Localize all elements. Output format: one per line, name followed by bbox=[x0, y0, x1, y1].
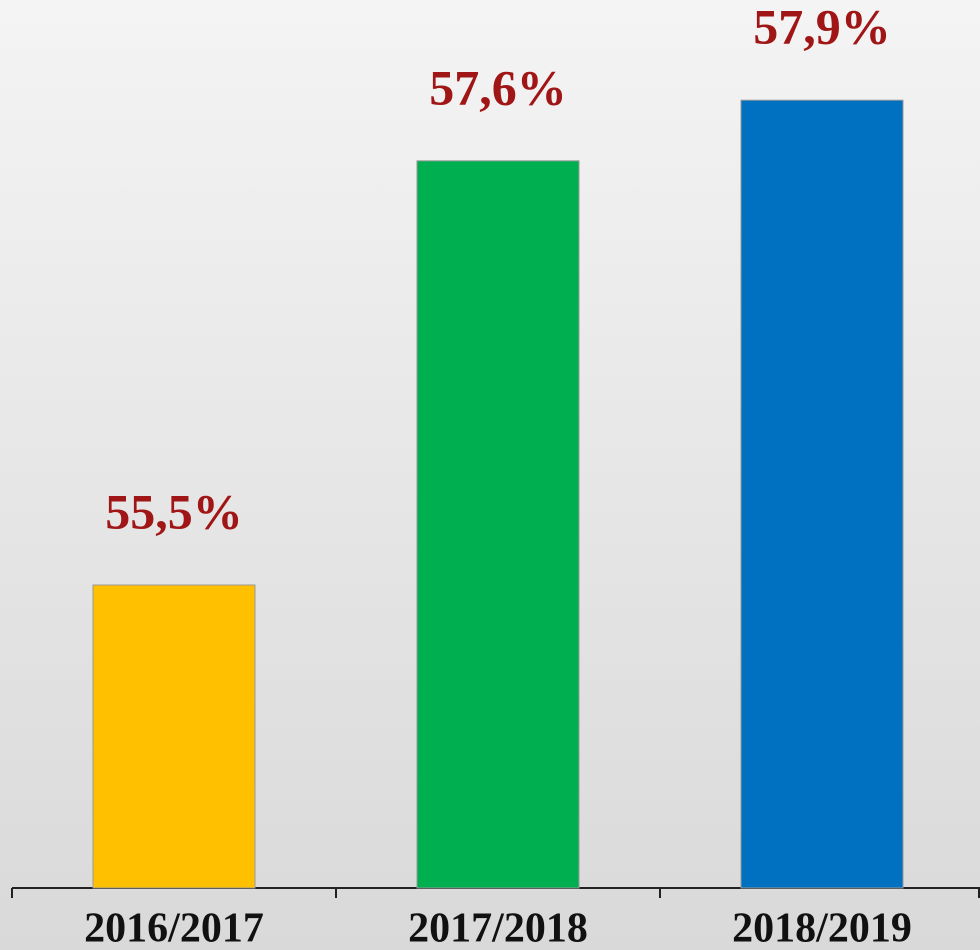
value-label: 55,5% bbox=[105, 483, 243, 539]
value-label: 57,6% bbox=[429, 59, 567, 115]
x-tick-label: 2016/2017 bbox=[84, 906, 264, 950]
value-label: 57,9% bbox=[753, 0, 891, 55]
bar bbox=[92, 584, 256, 889]
bar bbox=[416, 160, 580, 889]
x-tick-label: 2017/2018 bbox=[408, 906, 588, 950]
x-tick-label: 2018/2019 bbox=[732, 906, 912, 950]
bar bbox=[740, 99, 904, 889]
